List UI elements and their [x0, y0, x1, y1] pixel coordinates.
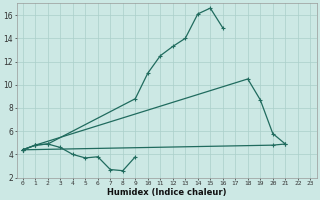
X-axis label: Humidex (Indice chaleur): Humidex (Indice chaleur) — [107, 188, 226, 197]
